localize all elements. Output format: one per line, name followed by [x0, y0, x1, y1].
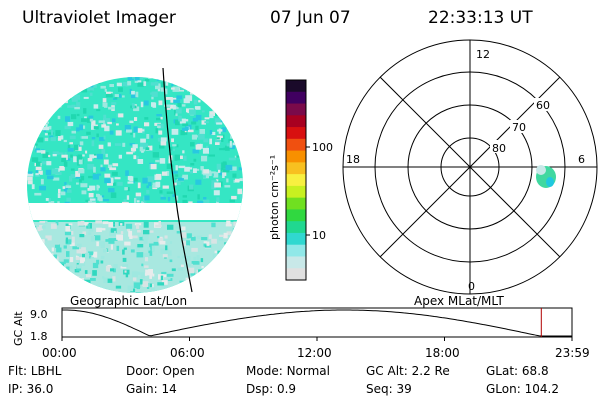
colorbar-segment	[286, 138, 306, 152]
geographic-panel-label: Geographic Lat/Lon	[70, 294, 188, 308]
polar-axis-diag1	[379, 76, 561, 258]
colorbar-segment	[286, 115, 306, 128]
timeline-x-tick-0000: 00:00	[42, 346, 77, 360]
colorbar-segment	[286, 209, 306, 222]
status-gc-alt: GC Alt: 2.2 Re	[366, 364, 450, 378]
polar-aurora-blob	[536, 165, 556, 188]
status-flt: Flt: LBHL	[8, 364, 62, 378]
polar-ring-outer	[342, 39, 598, 295]
status-ip: IP: 36.0	[8, 382, 54, 396]
colorbar-tick-label-10: 10	[312, 229, 326, 242]
mlt-label-12: 12	[476, 48, 490, 61]
status-seq: Seq: 39	[366, 382, 412, 396]
colorbar-unit-label: photon cm⁻²s⁻¹	[268, 155, 281, 240]
colorbar-segment	[286, 221, 306, 234]
gc-altitude-curve	[62, 309, 572, 337]
colorbar-segment	[286, 150, 306, 163]
timeline-x-tick-1200: 12:00	[297, 346, 332, 360]
timeline-y-top: 9.0	[30, 308, 48, 321]
terminator-line	[162, 67, 193, 293]
colorbar-segment	[286, 162, 306, 175]
polar-axis-diag2	[379, 76, 561, 258]
status-door: Door: Open	[126, 364, 195, 378]
colorbar-segment	[286, 103, 306, 116]
lat-label-60: 60	[536, 99, 550, 112]
timeline-axis-title: GC Alt	[12, 311, 25, 346]
colorbar-segment	[286, 91, 306, 105]
timeline-x-tick-2359: 23:59	[555, 346, 590, 360]
colorbar-segment	[286, 174, 306, 187]
timeline-x-tick-1800: 18:00	[425, 346, 460, 360]
colorbar-frame	[285, 79, 307, 281]
polar-ring-70	[407, 104, 533, 230]
status-glon: GLon: 104.2	[486, 382, 559, 396]
mlt-label-6: 6	[578, 153, 585, 166]
colorbar-segment	[286, 80, 306, 93]
polar-ring-60	[374, 71, 566, 263]
mlt-label-18: 18	[346, 153, 360, 166]
colorbar-segment	[286, 197, 306, 211]
lat-label-70: 70	[512, 121, 526, 134]
data-gap-stripe	[27, 203, 243, 220]
colorbar-segment	[286, 244, 306, 258]
time-label: 22:33:13 UT	[428, 8, 533, 28]
mlt-label-0: 0	[468, 280, 475, 293]
colorbar-tick-label-100: 100	[312, 141, 333, 154]
instrument-title: Ultraviolet Imager	[22, 8, 176, 28]
colorbar-segment	[286, 185, 306, 199]
timeline-frame	[61, 307, 573, 338]
colorbar-segment	[286, 232, 306, 246]
aurora-speckle-layer	[27, 77, 243, 210]
colorbar-segment	[286, 127, 306, 140]
colorbar-segment	[286, 256, 306, 269]
aurora-speckle-layer-lower	[27, 220, 243, 293]
timeline-y-bottom: 1.8	[30, 330, 48, 343]
colorbar-segment	[286, 268, 306, 281]
apex-panel-label: Apex MLat/MLT	[414, 294, 504, 308]
status-gain: Gain: 14	[126, 382, 177, 396]
date-label: 07 Jun 07	[270, 8, 351, 28]
polar-ring-80	[440, 137, 500, 197]
timeline-x-tick-0600: 06:00	[170, 346, 205, 360]
lat-label-80: 80	[492, 142, 506, 155]
status-dsp: Dsp: 0.9	[246, 382, 297, 396]
status-glat: GLat: 68.8	[486, 364, 549, 378]
aurora-disc-upper	[27, 77, 243, 293]
status-mode: Mode: Normal	[246, 364, 330, 378]
